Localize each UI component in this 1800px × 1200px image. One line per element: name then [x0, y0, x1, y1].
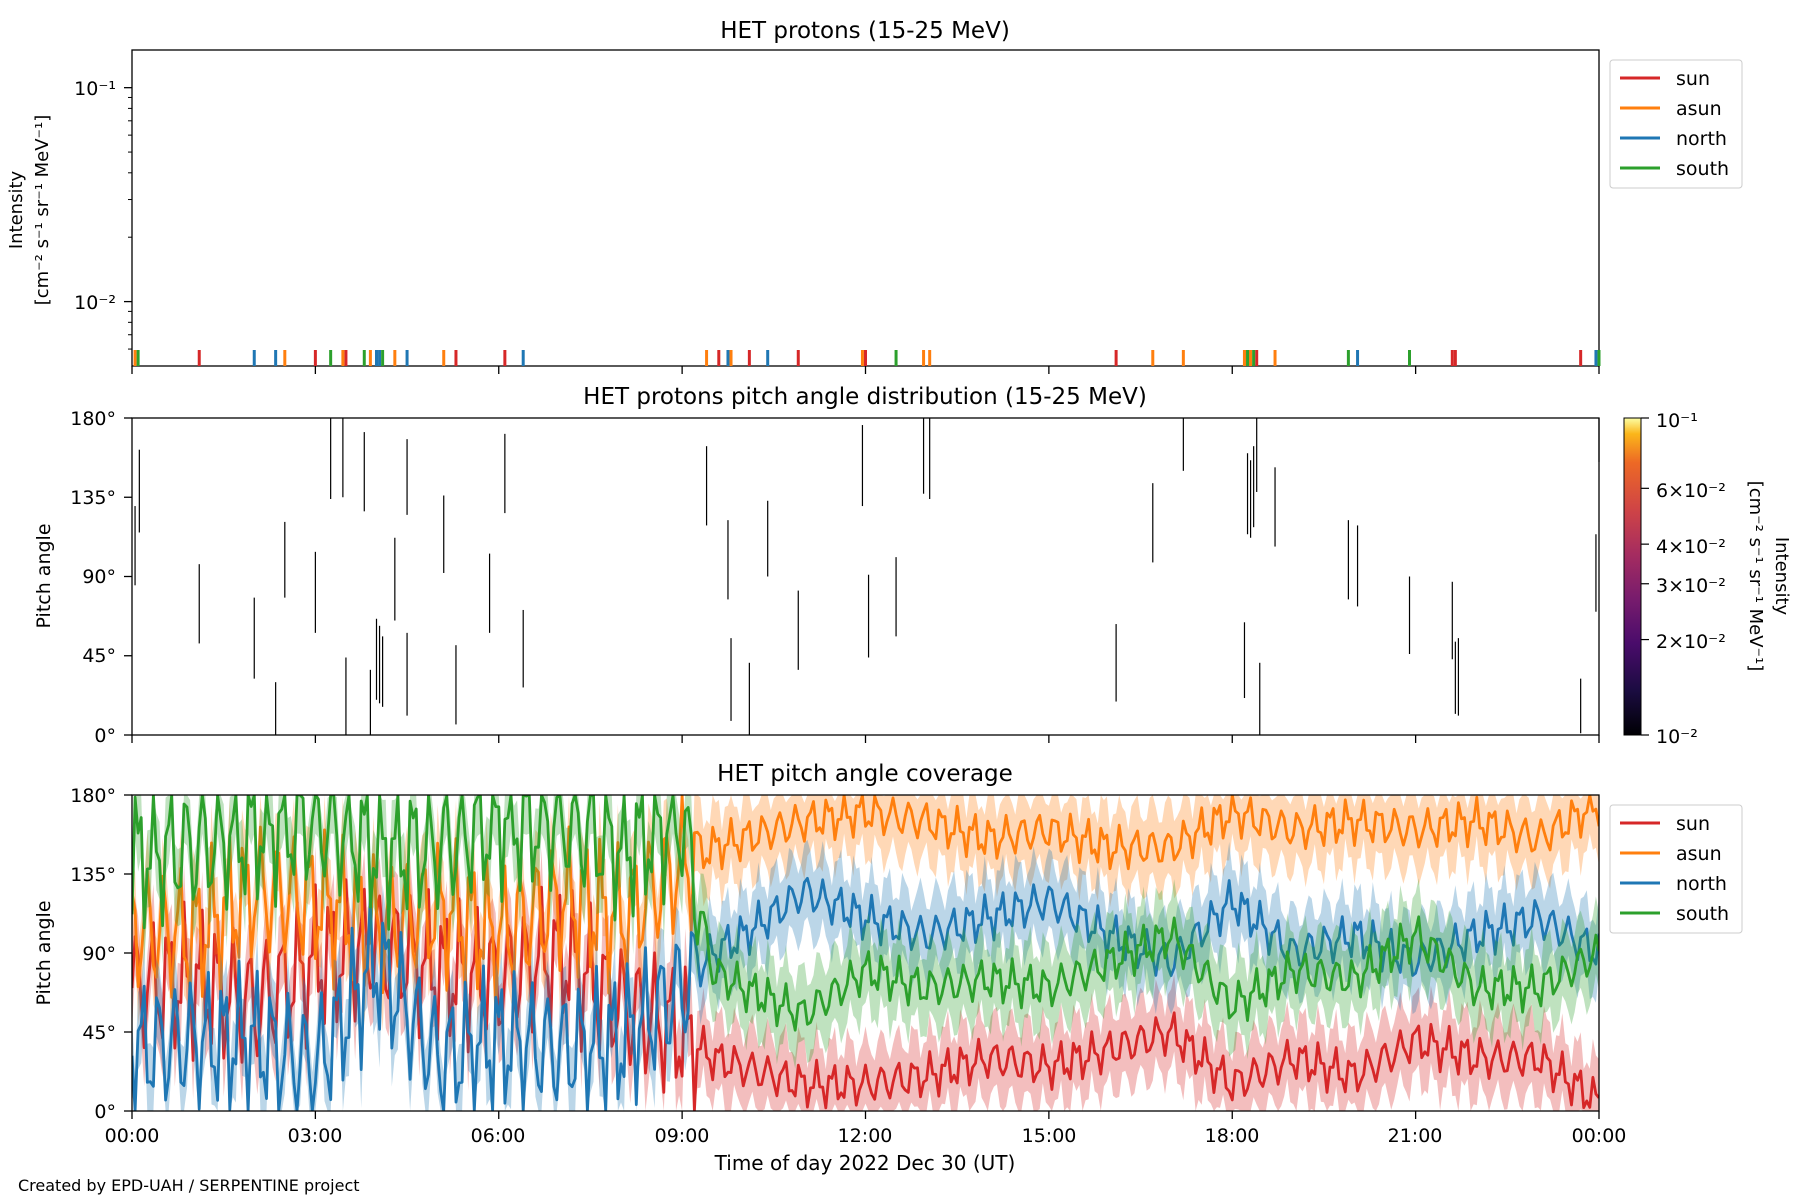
panel3-tick-label-90: 90°: [82, 943, 116, 965]
colorbar-tick-label-6: 10⁻²: [1656, 726, 1698, 748]
panel2-y-ticks: [124, 417, 132, 736]
panel1-tick-label-1: 10⁻¹: [74, 78, 116, 100]
colorbar-gradient: [1623, 417, 1642, 736]
x-tick-label-1500: 15:00: [1022, 1125, 1077, 1147]
colorbar: 10⁻¹ 6×10⁻² 4×10⁻² 3×10⁻² 2×10⁻² 10⁻² In…: [1623, 410, 1792, 748]
colorbar-tick-label-1: 10⁻¹: [1656, 410, 1698, 432]
legend-bottom-south-label: south: [1676, 903, 1729, 925]
panel1-ylabel-line1: Intensity: [6, 170, 27, 249]
panel3-tick-label-180: 180°: [70, 785, 116, 807]
x-tick-label-0900: 09:00: [655, 1125, 710, 1147]
x-tick-label-0000: 00:00: [105, 1125, 160, 1147]
legend-bottom-frame: [1609, 804, 1743, 934]
x-tick-label-1800: 18:00: [1205, 1125, 1260, 1147]
x-axis-label: Time of day 2022 Dec 30 (UT): [714, 1151, 1016, 1175]
legend-top-asun-label: asun: [1676, 98, 1722, 120]
panel2-title: HET protons pitch angle distribution (15…: [583, 384, 1147, 410]
panel1-frame: [131, 49, 1600, 367]
x-tick-label-1200: 12:00: [838, 1125, 893, 1147]
x-tick-label-2100: 21:00: [1388, 1125, 1443, 1147]
panel1-data-marks: [133, 350, 1601, 366]
legend-top-sun-label: sun: [1676, 68, 1710, 90]
legend-top-south-label: south: [1676, 158, 1729, 180]
panel-intensity: HET protons (15-25 MeV) 10⁻¹ 10⁻² Intens…: [6, 18, 1743, 367]
legend-bottom-asun-label: asun: [1676, 843, 1722, 865]
credit-footer: Created by EPD-UAH / SERPENTINE project: [18, 1176, 360, 1195]
south-coverage-band: [132, 795, 1599, 1069]
panel2-tick-label-0: 0°: [94, 725, 116, 747]
panel1-ylabel-line2: [cm⁻² s⁻¹ sr⁻¹ MeV⁻¹]: [32, 115, 53, 306]
colorbar-tick-label-4: 3×10⁻²: [1656, 575, 1726, 597]
panel3-y-ticks: [124, 794, 132, 1112]
x-tick-label-0600: 06:00: [471, 1125, 526, 1147]
shared-x-ticks: [131, 366, 1600, 1119]
panel2-tick-label-135: 135°: [70, 487, 116, 509]
south-coverage-line: [132, 795, 1599, 1032]
colorbar-tick-label-3: 4×10⁻²: [1656, 536, 1726, 558]
colorbar-tick-label-5: 2×10⁻²: [1656, 631, 1726, 653]
panel2-tick-label-45: 45°: [82, 645, 116, 667]
colorbar-label-line2: [cm⁻² s⁻¹ sr⁻¹ MeV⁻¹]: [1745, 481, 1766, 672]
panel2-ylabel: Pitch angle: [33, 523, 55, 628]
panel2-frame: [131, 417, 1600, 736]
panel3-tick-label-45: 45°: [82, 1022, 116, 1044]
legend-bottom-north-label: north: [1676, 873, 1727, 895]
legend-bottom: sun asun north south: [1609, 804, 1743, 934]
panel3-tick-label-0: 0°: [94, 1101, 116, 1123]
panel2-data-marks: [134, 418, 1600, 735]
panel-pitch-angle-distribution: HET protons pitch angle distribution (15…: [33, 384, 1792, 748]
panel2-tick-label-90: 90°: [82, 566, 116, 588]
legend-top: sun asun north south: [1609, 59, 1743, 189]
legend-top-frame: [1609, 59, 1743, 189]
panel3-ylabel: Pitch angle: [33, 900, 55, 1005]
panel3-title: HET pitch angle coverage: [717, 761, 1013, 787]
panel3-tick-label-135: 135°: [70, 864, 116, 886]
x-tick-label-0300: 03:00: [288, 1125, 343, 1147]
asun-coverage-line: [132, 795, 1599, 1011]
panel2-tick-label-180: 180°: [70, 408, 116, 430]
north-coverage-line: [132, 876, 1599, 1111]
colorbar-label-line1: Intensity: [1771, 537, 1792, 616]
legend-bottom-sun-label: sun: [1676, 813, 1710, 835]
colorbar-tick-label-2: 6×10⁻²: [1656, 480, 1726, 502]
x-tick-label-2400: 00:00: [1572, 1125, 1627, 1147]
panel3-data-marks: [132, 795, 1599, 1111]
panel1-y-ticks: [124, 87, 132, 350]
panel-pitch-angle-coverage: HET pitch angle coverage 180° 135° 90° 4…: [33, 366, 1743, 1175]
sun-coverage-band: [132, 841, 1599, 1111]
colorbar-ticks: [1641, 417, 1649, 736]
legend-top-north-label: north: [1676, 128, 1727, 150]
panel1-tick-label-2: 10⁻²: [74, 292, 116, 314]
panel1-title: HET protons (15-25 MeV): [720, 18, 1010, 44]
